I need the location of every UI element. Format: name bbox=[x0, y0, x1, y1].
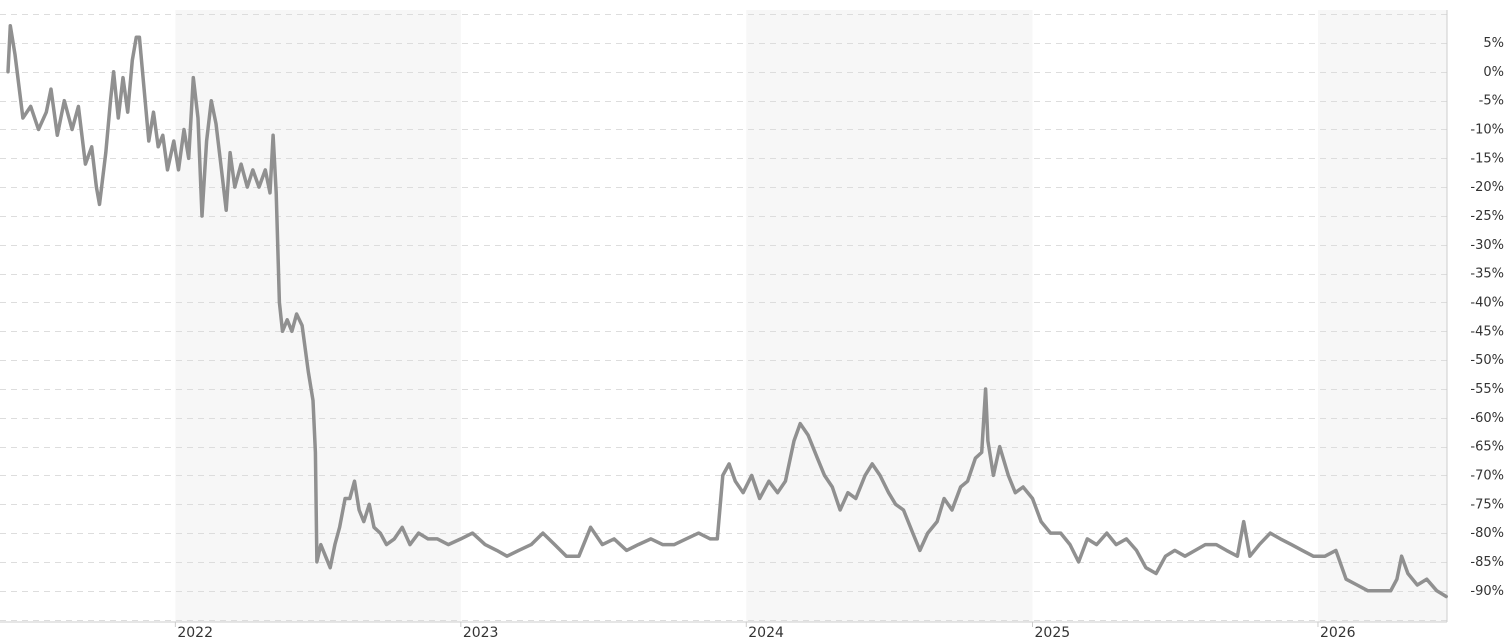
shaded-years bbox=[175, 10, 1447, 622]
y-tick-label: -85% bbox=[1470, 555, 1504, 570]
y-tick-label: -70% bbox=[1470, 468, 1504, 483]
y-tick-label: -65% bbox=[1470, 440, 1504, 455]
shaded-year-2026 bbox=[1317, 10, 1447, 622]
x-tick-label: 2026 bbox=[1320, 625, 1356, 639]
series-line-0 bbox=[6, 23, 1448, 599]
y-tick-label: -60% bbox=[1470, 411, 1504, 426]
y-tick-label: -25% bbox=[1470, 209, 1504, 224]
y-tick-label: -10% bbox=[1470, 122, 1504, 137]
y-tick-label: -80% bbox=[1470, 526, 1504, 541]
y-tick-label: -90% bbox=[1470, 584, 1504, 599]
shaded-year-2022 bbox=[175, 10, 461, 622]
y-tick-label: -35% bbox=[1470, 267, 1504, 282]
y-tick-label: -55% bbox=[1470, 382, 1504, 397]
y-tick-label: -20% bbox=[1470, 180, 1504, 195]
series-layer bbox=[6, 23, 1448, 599]
x-tick-label: 2023 bbox=[463, 625, 499, 639]
y-tick-label: 0% bbox=[1483, 65, 1504, 80]
x-tick-label: 2022 bbox=[177, 625, 213, 639]
y-tick-label: -5% bbox=[1479, 94, 1504, 109]
x-axis-ticks: 2022 2023 2024 2025 2026 bbox=[174, 622, 1356, 639]
shaded-year-2024 bbox=[746, 10, 1033, 622]
y-tick-label: -75% bbox=[1470, 497, 1504, 512]
y-tick-label: 5% bbox=[1483, 36, 1504, 51]
x-tick-label: 2025 bbox=[1035, 625, 1071, 639]
y-tick-label: -45% bbox=[1470, 324, 1504, 339]
y-axis-ticks: 5% 0% -5% -10% -15% -20% -25% -30% -35% -40% -45% -… bbox=[1470, 36, 1504, 599]
y-tick-label: -30% bbox=[1470, 238, 1504, 253]
y-tick-label: -15% bbox=[1470, 151, 1504, 166]
x-tick-label: 2024 bbox=[748, 625, 784, 639]
y-tick-label: -40% bbox=[1470, 295, 1504, 310]
y-tick-label: -50% bbox=[1470, 353, 1504, 368]
